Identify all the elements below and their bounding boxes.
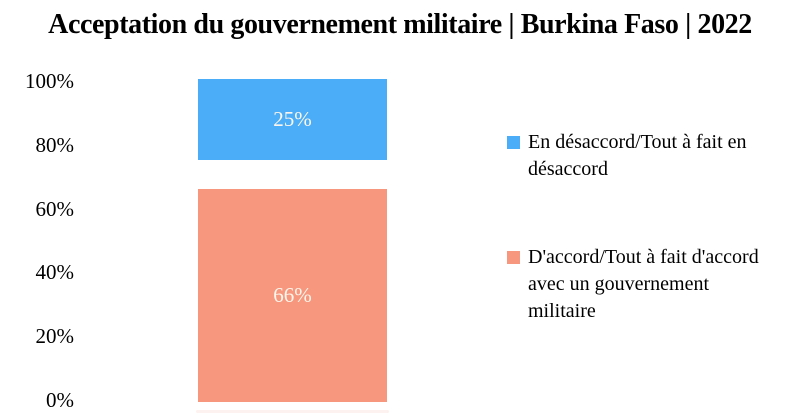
bar-data-label-disagree: 25% — [273, 106, 312, 131]
bar-segment-disagree: 25% — [198, 79, 387, 160]
legend-label-disagree: En désaccord/Tout à fait en désaccord — [528, 131, 747, 180]
bar-data-label-agree: 66% — [273, 282, 312, 307]
y-tick-80: 80% — [35, 132, 75, 157]
legend-label-agree: D'accord/Tout à fait d'accord avec un go… — [528, 246, 759, 322]
legend: En désaccord/Tout à fait en désaccord D'… — [507, 0, 787, 418]
bar-shadow-artifact — [196, 410, 389, 413]
y-tick-40: 40% — [35, 260, 75, 285]
legend-swatch-blue — [507, 136, 520, 149]
legend-item-agree: D'accord/Tout à fait d'accord avec un go… — [507, 244, 780, 325]
bar-segment-agree: 66% — [198, 188, 387, 402]
chart-title: Acceptation du gouvernement militaire | … — [48, 9, 752, 40]
y-tick-0: 0% — [46, 388, 74, 412]
y-tick-100: 100% — [25, 69, 74, 93]
y-tick-20: 20% — [35, 324, 75, 349]
legend-swatch-salmon — [507, 251, 520, 264]
y-tick-60: 60% — [35, 196, 75, 221]
legend-item-disagree: En désaccord/Tout à fait en désaccord — [507, 129, 780, 183]
